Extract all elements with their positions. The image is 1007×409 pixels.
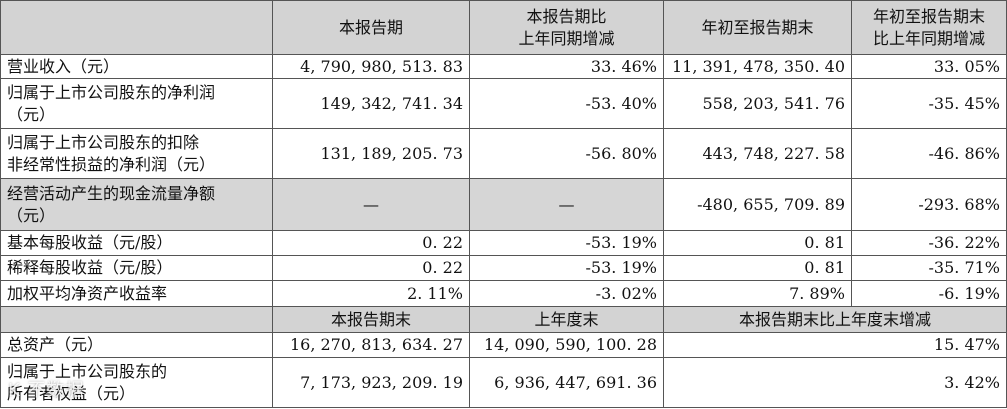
header-period-end-change: 本报告期末比上年度末增减: [663, 306, 1007, 333]
table-row: 经营活动产生的现金流量净额 （元） — — -480, 655, 709. 89 …: [0, 178, 1007, 231]
cell-current-period: 131, 189, 205. 73: [272, 128, 470, 179]
cell-ytd: 7. 89%: [663, 280, 852, 307]
row-label: 归属于上市公司股东的净利润 （元）: [0, 78, 273, 129]
cell-current-period-yoy: —: [469, 178, 664, 231]
cell-period-end: 16, 270, 813, 634. 27: [272, 332, 470, 358]
row-label: 总资产（元）: [0, 332, 273, 358]
row-label: 加权平均净资产收益率: [0, 280, 273, 307]
cell-current-period-yoy: -56. 80%: [469, 128, 664, 179]
cell-current-period-yoy: 33. 46%: [469, 54, 664, 79]
cell-ytd: 443, 748, 227. 58: [663, 128, 852, 179]
table-row: 归属于上市公司股东的净利润 （元） 149, 342, 741. 34 -53. …: [0, 78, 1007, 129]
header-prior-year-end: 上年度末: [469, 306, 664, 333]
cell-current-period: 0. 22: [272, 230, 470, 256]
header-ytd-yoy: 年初至报告期末 比上年同期增减: [851, 0, 1007, 55]
cell-ytd-yoy: -293. 68%: [851, 178, 1007, 231]
cell-current-period: 149, 342, 741. 34: [272, 78, 470, 129]
cell-current-period-yoy: -53. 19%: [469, 255, 664, 281]
header-current-period: 本报告期: [272, 0, 470, 55]
header-row: 本报告期 本报告期比 上年同期增减 年初至报告期末 年初至报告期末 比上年同期增减: [0, 0, 1007, 55]
table-row: 归属于上市公司股东的 所有者权益（元） 7, 173, 923, 209. 19 …: [0, 357, 1007, 408]
cell-ytd-yoy: -35. 71%: [851, 255, 1007, 281]
cell-ytd: 0. 81: [663, 255, 852, 281]
cell-ytd: 0. 81: [663, 230, 852, 256]
cell-prior-year-end: 6, 936, 447, 691. 36: [469, 357, 664, 408]
row-label: 经营活动产生的现金流量净额 （元）: [0, 178, 273, 231]
table-row: 基本每股收益（元/股） 0. 22 -53. 19% 0. 81 -36. 22…: [0, 230, 1007, 256]
cell-current-period: 0. 22: [272, 255, 470, 281]
table-row: 总资产（元） 16, 270, 813, 634. 27 14, 090, 59…: [0, 332, 1007, 358]
table-row: 营业收入（元） 4, 790, 980, 513. 83 33. 46% 11,…: [0, 54, 1007, 79]
cell-ytd: 558, 203, 541. 76: [663, 78, 852, 129]
cell-period-end: 7, 173, 923, 209. 19: [272, 357, 470, 408]
header-ytd: 年初至报告期末: [663, 0, 852, 55]
cell-change: 3. 42%: [663, 357, 1007, 408]
row-label: 营业收入（元）: [0, 54, 273, 79]
cell-current-period: 2. 11%: [272, 280, 470, 307]
table-row: 稀释每股收益（元/股） 0. 22 -53. 19% 0. 81 -35. 71…: [0, 255, 1007, 281]
header-period-end: 本报告期末: [272, 306, 470, 333]
cell-ytd: -480, 655, 709. 89: [663, 178, 852, 231]
row-label: 基本每股收益（元/股）: [0, 230, 273, 256]
cell-change: 15. 47%: [663, 332, 1007, 358]
row-label: 归属于上市公司股东的 所有者权益（元）: [0, 357, 273, 408]
row-label: 稀释每股收益（元/股）: [0, 255, 273, 281]
cell-ytd-yoy: -6. 19%: [851, 280, 1007, 307]
cell-prior-year-end: 14, 090, 590, 100. 28: [469, 332, 664, 358]
cell-ytd-yoy: -35. 45%: [851, 78, 1007, 129]
header-current-period-yoy: 本报告期比 上年同期增减: [469, 0, 664, 55]
cell-current-period: 4, 790, 980, 513. 83: [272, 54, 470, 79]
row-label: 归属于上市公司股东的扣除 非经常性损益的净利润（元）: [0, 128, 273, 179]
cell-current-period-yoy: -3. 02%: [469, 280, 664, 307]
cell-ytd: 11, 391, 478, 350. 40: [663, 54, 852, 79]
cell-current-period-yoy: -53. 40%: [469, 78, 664, 129]
header-blank-cell: [0, 306, 273, 333]
cell-current-period: —: [272, 178, 470, 231]
header-blank-cell: [0, 0, 273, 55]
cell-ytd-yoy: 33. 05%: [851, 54, 1007, 79]
header-row-balance: 本报告期末 上年度末 本报告期末比上年度末增减: [0, 306, 1007, 333]
cell-ytd-yoy: -36. 22%: [851, 230, 1007, 256]
table-row: 加权平均净资产收益率 2. 11% -3. 02% 7. 89% -6. 19%: [0, 280, 1007, 307]
table-row: 归属于上市公司股东的扣除 非经常性损益的净利润（元） 131, 189, 205.…: [0, 128, 1007, 179]
cell-ytd-yoy: -46. 86%: [851, 128, 1007, 179]
cell-current-period-yoy: -53. 19%: [469, 230, 664, 256]
